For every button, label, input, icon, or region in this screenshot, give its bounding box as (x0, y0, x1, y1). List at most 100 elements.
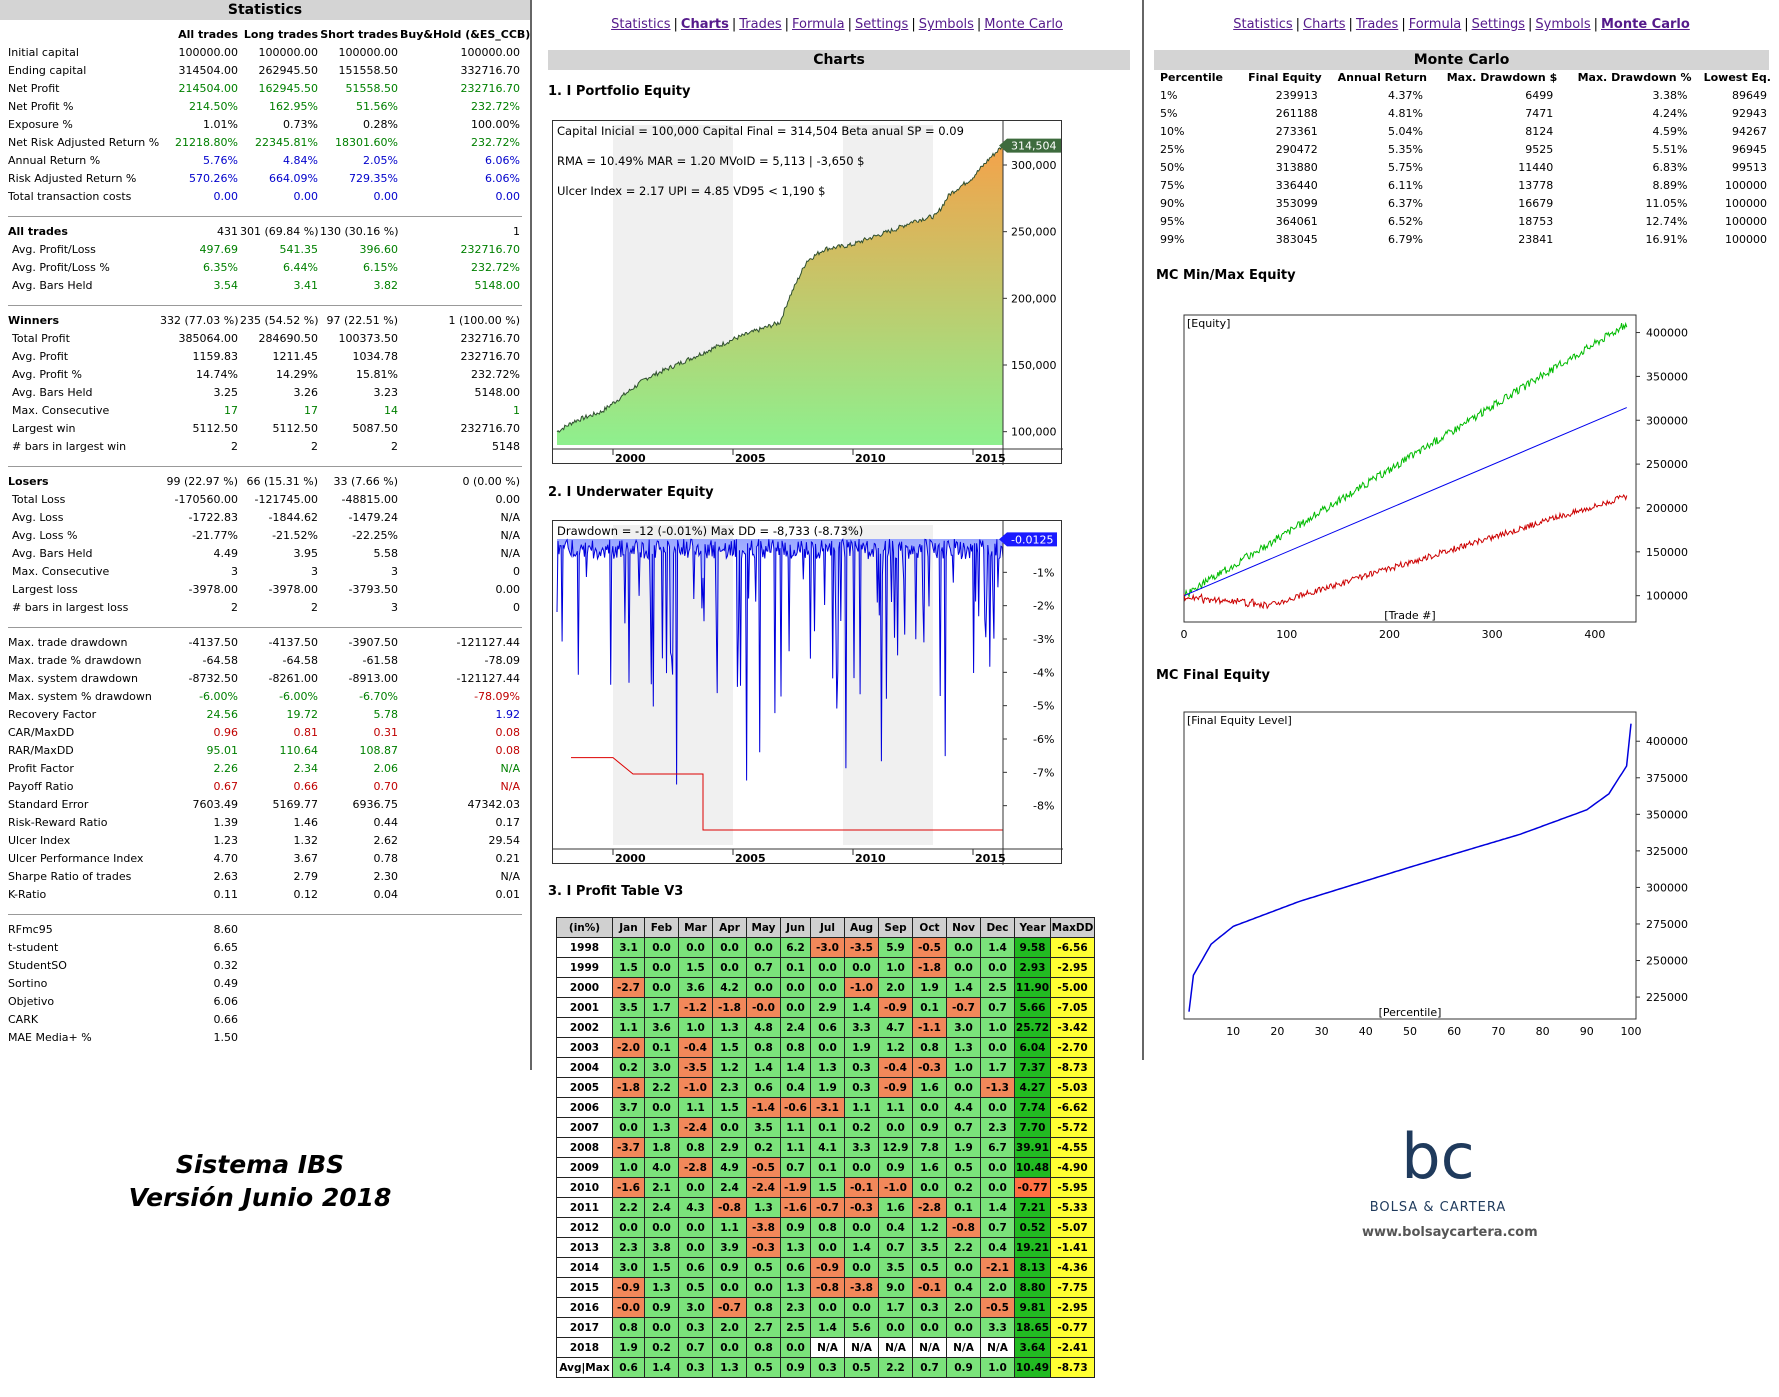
nav-link-settings[interactable]: Settings (1471, 17, 1525, 32)
mc-median-equity-line (1183, 407, 1627, 597)
stats-value: 497.69 (199, 243, 239, 256)
nav-link-trades[interactable]: Trades (739, 17, 782, 32)
profit-table-cell: 11.90 (1014, 977, 1051, 998)
stats-value: 431 (217, 225, 238, 238)
profit-table-cell: 0.9 (712, 1257, 747, 1278)
chart-shade-band (843, 525, 933, 845)
profit-table-cell: 0.7 (878, 1237, 913, 1258)
nav-link-formula[interactable]: Formula (792, 17, 845, 32)
nav-link-monte-carlo[interactable]: Monte Carlo (984, 17, 1063, 32)
profit-table-cell: 0.7 (980, 997, 1015, 1018)
stats-value: 214504.00 (178, 82, 239, 95)
stats-value: -1722.83 (188, 511, 238, 524)
profit-table-cell: 4.27 (1014, 1077, 1051, 1098)
stats-value: -1844.62 (268, 511, 318, 524)
underwater-ytick-label: -6% (1033, 733, 1054, 746)
profit-table-cell: -3.1 (810, 1097, 845, 1118)
profit-table-cell: 1.3 (780, 1277, 811, 1298)
profit-table-cell: 2018 (556, 1337, 613, 1358)
nav-link-monte-carlo[interactable]: Monte Carlo (1600, 17, 1690, 32)
mc-final-chart: [Final Equity Level] [Percentile] 400000 37… (1183, 711, 1688, 1038)
stats-value (320, 993, 400, 1011)
underwater-xtick-label: 2010 (855, 852, 886, 865)
mc-final-xtick-label: 60 (1447, 1025, 1461, 1038)
mc-final-equity-line (1188, 723, 1632, 1012)
stats-divider (8, 466, 522, 467)
profit-table-cell: 1.5 (612, 957, 645, 978)
profit-table-cell: 2.4 (644, 1197, 679, 1218)
profit-table-cell: -0.4 (678, 1037, 713, 1058)
stats-row: Ulcer Index 1.23 1.32 2.62 29.54 (8, 832, 522, 850)
profit-table-cell: 1.9 (612, 1337, 645, 1358)
stats-label: Total transaction costs (8, 190, 132, 203)
stats-row: Recovery Factor 24.56 19.72 5.78 1.92 (8, 706, 522, 724)
stats-value: -64.58 (202, 654, 238, 667)
profit-table-cell: 2.2 (946, 1237, 981, 1258)
profit-table-cell: 0.5 (912, 1257, 947, 1278)
profit-table-cell: 2015 (556, 1277, 613, 1298)
stats-value: -8913.00 (348, 672, 398, 685)
stats-value: 29.54 (488, 834, 521, 847)
mc-table-cell: 11440 (1518, 160, 1554, 174)
underwater-line (556, 538, 1004, 785)
profit-table-cell: -0.5 (980, 1297, 1015, 1318)
mc-table-cell: 6.52% (1388, 214, 1423, 228)
profit-table-cell: 0.5 (678, 1277, 713, 1298)
mc-table-cell: 50% (1160, 160, 1185, 174)
stats-value: -22.25% (352, 529, 398, 542)
stats-label: Ulcer Index (8, 834, 71, 847)
stats-value: 5112.50 (192, 422, 239, 435)
stats-row: Max. system drawdown -8732.50 -8261.00 -891… (8, 670, 522, 688)
nav-link-trades[interactable]: Trades (1355, 17, 1399, 32)
mc-table-cell: 11.05% (1645, 196, 1688, 210)
mc-minmax-ytick-label: 300000 (1646, 414, 1688, 427)
stats-value: -78.09% (474, 690, 520, 703)
stats-label: Ending capital (8, 64, 87, 77)
profit-table-cell: 3.6 (644, 1017, 679, 1038)
nav-link-statistics[interactable]: Statistics (1233, 17, 1293, 32)
brand-letters: bc (1401, 1128, 1474, 1193)
profit-table-cell: 0.52 (1014, 1217, 1051, 1238)
mc-table-header-cell: Annual Return (1337, 70, 1427, 84)
mc-table-cell: 273361 (1275, 124, 1318, 138)
stats-value: 7603.49 (192, 798, 239, 811)
profit-table-cell: 1.4 (980, 1197, 1015, 1218)
stats-row: Avg. Loss -1722.83 -1844.62 -1479.24 N/A (8, 509, 522, 527)
mc-table-cell: 4.37% (1388, 88, 1423, 102)
stats-value: 0 (513, 601, 520, 614)
nav-link-symbols[interactable]: Symbols (1535, 17, 1591, 32)
profit-table-cell: 1998 (556, 937, 613, 958)
profit-table-cell: 6.7 (980, 1137, 1015, 1158)
nav-link-symbols[interactable]: Symbols (918, 17, 974, 32)
stats-label: CARK (8, 1013, 39, 1026)
nav-link-charts[interactable]: Charts (680, 17, 729, 32)
profit-table-cell: 1.6 (878, 1197, 913, 1218)
brand-url[interactable]: www.bolsaycartera.com (1362, 1225, 1538, 1240)
profit-table-cell: 1.9 (844, 1037, 879, 1058)
stats-row: t-student 6.65 (8, 939, 522, 957)
profit-table-cell: 3.5 (746, 1117, 781, 1138)
profit-table-cell: 0.7 (980, 1217, 1015, 1238)
stats-row: Avg. Profit % 14.74% 14.29% 15.81% 232.72% (8, 366, 522, 384)
stats-value: 2.26 (213, 762, 239, 775)
nav-link-formula[interactable]: Formula (1408, 17, 1462, 32)
profit-table-cell: -3.8 (746, 1217, 781, 1238)
stats-divider (8, 627, 522, 628)
profit-table-cell: -0.0 (746, 997, 781, 1018)
stats-value: 2.06 (373, 762, 399, 775)
profit-table-cell: 5.66 (1014, 997, 1051, 1018)
nav-link-settings[interactable]: Settings (854, 17, 909, 32)
nav-link-statistics[interactable]: Statistics (611, 17, 671, 32)
nav-link-charts[interactable]: Charts (1303, 17, 1346, 32)
profit-table-cell: 2004 (556, 1057, 613, 1078)
stats-value: 664.09% (269, 172, 318, 185)
stats-value: 3.82 (373, 279, 399, 292)
profit-table-cell: 1.4 (780, 1057, 811, 1078)
stats-header-cell: Short trades (320, 28, 398, 41)
stats-row: Total Loss -170560.00 -121745.00 -48815.00 0… (8, 491, 522, 509)
profit-table-cell: 1.1 (780, 1117, 811, 1138)
mc-table-row: 1% 239913 4.37% 6499 3.38% 89649 (1156, 86, 1771, 104)
stats-value: -6.00% (279, 690, 318, 703)
profit-table-cell: -2.7 (612, 977, 645, 998)
stats-value: 0.96 (213, 726, 239, 739)
